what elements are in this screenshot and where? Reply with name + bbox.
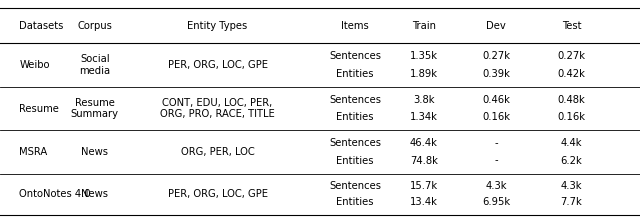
- Text: News: News: [81, 189, 108, 199]
- Text: Entities: Entities: [337, 156, 374, 166]
- Text: Entities: Entities: [337, 112, 374, 122]
- Text: 4.3k: 4.3k: [561, 181, 582, 191]
- Text: Test: Test: [562, 21, 581, 31]
- Text: Sentences: Sentences: [329, 138, 381, 148]
- Text: 13.4k: 13.4k: [410, 197, 438, 207]
- Text: PER, ORG, LOC, GPE: PER, ORG, LOC, GPE: [168, 60, 268, 70]
- Text: Items: Items: [341, 21, 369, 31]
- Text: Train: Train: [412, 21, 436, 31]
- Text: 0.16k: 0.16k: [482, 112, 510, 122]
- Text: 0.48k: 0.48k: [557, 95, 586, 105]
- Text: 1.34k: 1.34k: [410, 112, 438, 122]
- Text: Datasets: Datasets: [19, 21, 63, 31]
- Text: Social
media: Social media: [79, 54, 110, 76]
- Text: -: -: [494, 138, 498, 148]
- Text: 74.8k: 74.8k: [410, 156, 438, 166]
- Text: Corpus: Corpus: [77, 21, 112, 31]
- Text: Dev: Dev: [486, 21, 506, 31]
- Text: 4.4k: 4.4k: [561, 138, 582, 148]
- Text: Resume
Summary: Resume Summary: [70, 98, 119, 119]
- Text: 0.16k: 0.16k: [557, 112, 586, 122]
- Text: 0.27k: 0.27k: [482, 51, 510, 61]
- Text: Sentences: Sentences: [329, 181, 381, 191]
- Text: 6.2k: 6.2k: [561, 156, 582, 166]
- Text: Sentences: Sentences: [329, 95, 381, 105]
- Text: -: -: [494, 156, 498, 166]
- Text: 15.7k: 15.7k: [410, 181, 438, 191]
- Text: Sentences: Sentences: [329, 51, 381, 61]
- Text: 0.42k: 0.42k: [557, 69, 586, 79]
- Text: Weibo: Weibo: [19, 60, 50, 70]
- Text: MSRA: MSRA: [19, 147, 47, 157]
- Text: CONT, EDU, LOC, PER,
ORG, PRO, RACE, TITLE: CONT, EDU, LOC, PER, ORG, PRO, RACE, TIT…: [160, 98, 275, 119]
- Text: 46.4k: 46.4k: [410, 138, 438, 148]
- Text: 6.95k: 6.95k: [482, 197, 510, 207]
- Text: 0.39k: 0.39k: [482, 69, 510, 79]
- Text: 4.3k: 4.3k: [485, 181, 507, 191]
- Text: 7.7k: 7.7k: [561, 197, 582, 207]
- Text: 1.35k: 1.35k: [410, 51, 438, 61]
- Text: Entities: Entities: [337, 69, 374, 79]
- Text: Entity Types: Entity Types: [188, 21, 248, 31]
- Text: ORG, PER, LOC: ORG, PER, LOC: [180, 147, 255, 157]
- Text: News: News: [81, 147, 108, 157]
- Text: Resume: Resume: [19, 104, 59, 113]
- Text: 3.8k: 3.8k: [413, 95, 435, 105]
- Text: OntoNotes 4.0: OntoNotes 4.0: [19, 189, 91, 199]
- Text: 0.27k: 0.27k: [557, 51, 586, 61]
- Text: 1.89k: 1.89k: [410, 69, 438, 79]
- Text: PER, ORG, LOC, GPE: PER, ORG, LOC, GPE: [168, 189, 268, 199]
- Text: 0.46k: 0.46k: [482, 95, 510, 105]
- Text: Entities: Entities: [337, 197, 374, 207]
